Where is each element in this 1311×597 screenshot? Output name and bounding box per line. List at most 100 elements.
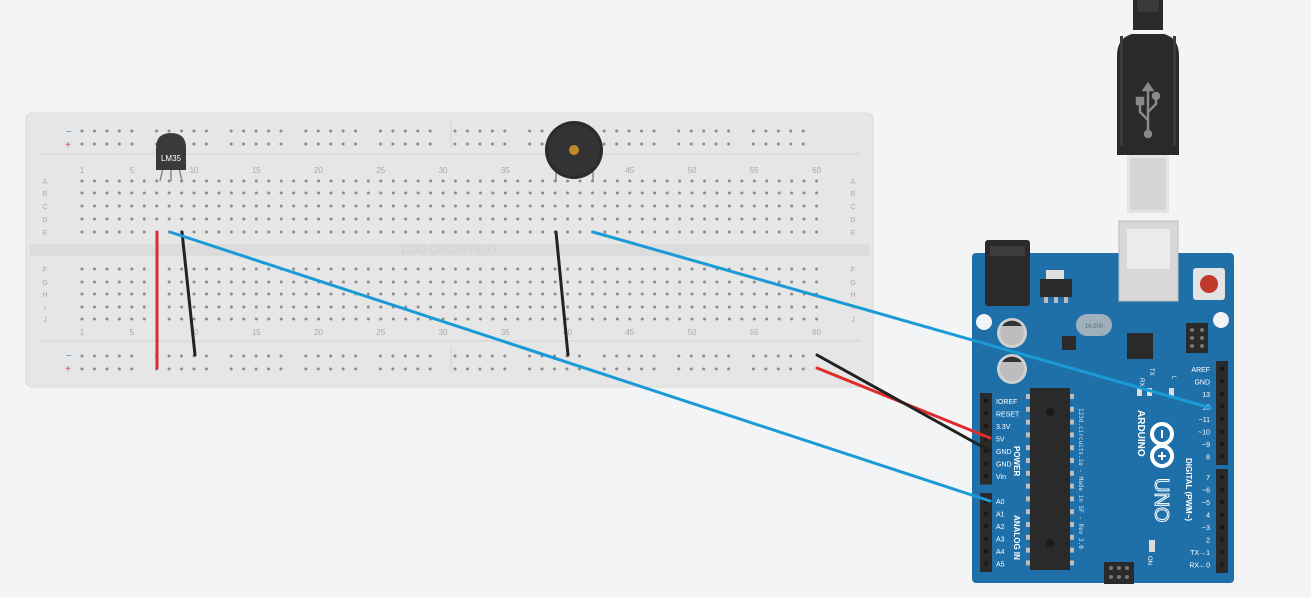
header-pin[interactable]	[1220, 475, 1224, 479]
header-pin[interactable]	[984, 474, 988, 478]
row-letter: E	[43, 230, 48, 237]
header-pin[interactable]	[1220, 429, 1224, 434]
column-number: 45	[625, 166, 634, 175]
breadboard-holes[interactable]	[80, 129, 819, 371]
header-pin[interactable]	[984, 424, 988, 428]
header-pin[interactable]	[1220, 392, 1224, 396]
power-header-title: POWER	[1012, 446, 1021, 476]
pin-label: RESET	[996, 412, 1020, 419]
column-number: 20	[314, 328, 323, 337]
pin-label: ~9	[1202, 442, 1210, 449]
header-pin[interactable]	[1220, 404, 1224, 409]
header-pin[interactable]	[984, 461, 988, 466]
on-label: ON	[1146, 556, 1152, 565]
row-letter: E	[851, 230, 856, 237]
analog-header[interactable]	[980, 493, 992, 572]
pin-label: GND	[1194, 380, 1210, 387]
wire-black-buzzer-gnd[interactable]	[554, 230, 570, 357]
header-pin[interactable]	[984, 449, 988, 453]
header-pin[interactable]	[1220, 454, 1224, 459]
wire-blue-sensor-a0[interactable]	[168, 230, 992, 503]
buzzer-center	[569, 145, 579, 155]
icsp-header-bottom[interactable]	[1104, 562, 1134, 584]
header-pin[interactable]	[1220, 537, 1224, 542]
header-pin[interactable]	[1220, 562, 1224, 567]
pin-label: A5	[996, 562, 1005, 569]
pin-label: A1	[996, 512, 1005, 519]
pin-label: AREF	[1191, 367, 1210, 374]
digital-header[interactable]	[1216, 361, 1228, 573]
header-pin[interactable]	[1220, 442, 1224, 446]
lm35-temperature-sensor[interactable]: LM35	[156, 133, 186, 182]
pin-label: A0	[996, 499, 1005, 506]
pin-label: RX←0	[1189, 563, 1210, 570]
header-pin[interactable]	[984, 561, 988, 566]
rail-plus-top: +	[65, 140, 71, 151]
header-pin[interactable]	[1220, 500, 1224, 504]
wire-black-sensor-gnd[interactable]	[180, 230, 197, 357]
dc-power-jack[interactable]	[985, 240, 1030, 306]
mounting-hole	[976, 314, 992, 330]
column-number: 25	[376, 166, 385, 175]
column-number: 35	[501, 328, 510, 337]
header-pin[interactable]	[984, 536, 988, 541]
pin-label: 3.3V	[996, 424, 1011, 431]
column-number: 55	[750, 166, 759, 175]
wire-blue-buzzer-pin12[interactable]	[591, 230, 1213, 410]
pin-label: 5V	[996, 437, 1005, 444]
pin-label: GND	[996, 462, 1012, 469]
header-pin[interactable]	[984, 436, 988, 441]
row-letter: C	[42, 204, 47, 211]
row-letter: B	[43, 191, 48, 198]
rail-minus-top: −	[66, 127, 72, 138]
header-pin[interactable]	[1220, 367, 1224, 371]
row-letter: B	[851, 191, 856, 198]
header-pin[interactable]	[1220, 525, 1224, 529]
row-letter: D	[42, 217, 47, 224]
piezo-buzzer[interactable]	[545, 121, 603, 182]
column-number: 1	[80, 166, 85, 175]
header-pin[interactable]	[1220, 550, 1224, 554]
pin-label: A2	[996, 524, 1005, 531]
board-silk-text: 123d.circuits.io - Made in SF - Rev 3.0	[1077, 408, 1084, 549]
header-pin[interactable]	[984, 549, 988, 553]
wires[interactable]	[155, 230, 1213, 503]
breadboard-watermark: 123D.CIRCUITS.IO	[400, 244, 496, 256]
column-number: 50	[688, 328, 697, 337]
crystal-oscillator	[1076, 314, 1112, 336]
pin-label: ~11	[1199, 417, 1210, 424]
row-letter: A	[43, 179, 48, 186]
center-channel	[30, 244, 869, 256]
row-letter: J	[43, 317, 47, 324]
header-pin[interactable]	[1220, 417, 1224, 421]
header-pin[interactable]	[1220, 379, 1224, 384]
column-number: 5	[130, 166, 135, 175]
icsp-header[interactable]	[1186, 323, 1208, 353]
row-letter: F	[851, 267, 855, 274]
pin-label: 8	[1206, 455, 1210, 462]
pin-label: ~5	[1202, 500, 1210, 507]
row-letter: G	[850, 280, 855, 287]
column-number: 40	[563, 328, 572, 337]
header-pin[interactable]	[984, 411, 988, 416]
header-pin[interactable]	[1220, 512, 1224, 517]
wire-black-gnd[interactable]	[815, 353, 992, 453]
pin-label: Vin	[996, 474, 1006, 481]
power-header[interactable]	[980, 393, 992, 485]
pin-label: 7	[1206, 475, 1210, 482]
header-pin[interactable]	[984, 399, 988, 403]
header-pin[interactable]	[984, 524, 988, 528]
header-pin[interactable]	[1220, 487, 1224, 492]
rail-minus-bottom: −	[66, 351, 72, 362]
pin-label: ~10	[1198, 430, 1210, 437]
column-number: 15	[252, 166, 261, 175]
usb-symbol-icon	[1135, 81, 1161, 139]
row-letter: J	[851, 317, 855, 324]
header-pin[interactable]	[984, 511, 988, 516]
arduino-uno-board[interactable]: 16.000 RX TX L 123d.circuits.io - Made i…	[972, 220, 1234, 584]
usb-cable[interactable]	[1117, 0, 1179, 213]
lm35-label: LM35	[161, 154, 182, 163]
led-label-tx: TX	[1148, 368, 1154, 376]
